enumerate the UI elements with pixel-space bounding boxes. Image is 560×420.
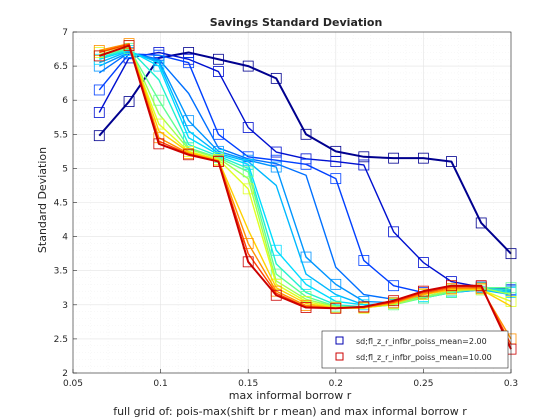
series-15-line bbox=[98, 44, 512, 350]
y-tick-label: 5.5 bbox=[54, 130, 68, 140]
x-tick-label: 0.3 bbox=[504, 379, 518, 389]
y-tick-label: 7 bbox=[62, 28, 68, 38]
series-1-line bbox=[98, 51, 512, 255]
y-tick-label: 4 bbox=[62, 233, 68, 243]
series-1-point bbox=[242, 60, 254, 72]
x-tick-label: 0.05 bbox=[63, 379, 83, 389]
y-tick-label: 5 bbox=[62, 164, 68, 174]
y-tick-label: 6.5 bbox=[54, 62, 68, 72]
series-layer bbox=[93, 38, 517, 355]
series-3-point bbox=[358, 255, 370, 266]
series-1-point bbox=[213, 53, 224, 65]
series-12 bbox=[99, 43, 512, 309]
legend-label-mean-10: sd;fl_z_r_infbr_poiss_mean=10.00 bbox=[356, 353, 492, 362]
series-3-point bbox=[93, 84, 105, 96]
y-tick-label: 2.5 bbox=[54, 335, 68, 345]
y-tick-label: 2 bbox=[62, 369, 68, 379]
series-2-point bbox=[417, 257, 429, 268]
legend: sd;fl_z_r_infbr_poiss_mean=2.00 sd;fl_z_… bbox=[321, 330, 509, 369]
y-tick-label: 3.5 bbox=[54, 267, 68, 277]
series-1-point bbox=[93, 130, 105, 142]
series-15-point bbox=[242, 256, 254, 268]
series-1-point bbox=[475, 217, 487, 229]
series-11-point bbox=[242, 183, 254, 195]
series-13-line bbox=[99, 42, 512, 340]
series-1-point bbox=[300, 128, 312, 140]
series-2-point bbox=[330, 156, 342, 167]
series-3-point bbox=[388, 280, 400, 292]
x-tick-label: 0.25 bbox=[413, 379, 433, 389]
tick-layer: 0.05 0.1 0.15 0.2 0.25 0.3 2 2.5 3 3.5 4 4.5 5 5.5 6 6.… bbox=[54, 28, 518, 389]
series-10-line bbox=[99, 46, 512, 309]
series-3-point bbox=[330, 173, 342, 185]
y-axis-label: Standard Deviation bbox=[36, 147, 49, 253]
legend-label-mean-2: sd;fl_z_r_infbr_poiss_mean=2.00 bbox=[356, 337, 487, 346]
series-2-point bbox=[388, 226, 400, 238]
y-tick-label: 4.5 bbox=[54, 199, 68, 209]
series-2-point bbox=[242, 122, 254, 133]
y-tick-label: 6 bbox=[62, 96, 68, 106]
series-1-point bbox=[123, 96, 135, 107]
series-15-point bbox=[123, 40, 135, 52]
series-11-point bbox=[270, 278, 282, 290]
x-axis-label: max informal borrow r bbox=[229, 389, 352, 402]
series-1-point bbox=[417, 152, 429, 164]
x-tick-label: 0.1 bbox=[153, 379, 167, 389]
series-15-point bbox=[446, 280, 457, 292]
series-2-point bbox=[93, 107, 105, 118]
series-15-point bbox=[183, 149, 195, 161]
series-7-point bbox=[153, 60, 165, 72]
legend-marker-mean-10 bbox=[335, 352, 344, 361]
series-15-point bbox=[213, 156, 224, 167]
series-15-point bbox=[475, 280, 487, 292]
series-1-point bbox=[446, 156, 457, 167]
series-3-point bbox=[213, 128, 224, 140]
series-7-point bbox=[270, 244, 282, 256]
series-15-point bbox=[330, 302, 342, 314]
x-tick-label: 0.2 bbox=[329, 379, 343, 389]
x-tick-label: 0.15 bbox=[238, 379, 258, 389]
series-10 bbox=[99, 46, 512, 309]
chart-title: Savings Standard Deviation bbox=[210, 16, 383, 29]
series-5-point bbox=[270, 161, 282, 173]
series-15-point bbox=[388, 295, 400, 307]
series-15-point bbox=[270, 289, 282, 301]
series-9-point bbox=[153, 94, 165, 106]
series-15 bbox=[93, 40, 517, 355]
series-2-point bbox=[270, 146, 282, 158]
series-3-point bbox=[183, 57, 195, 69]
series-2-line bbox=[98, 51, 512, 291]
series-15-point bbox=[358, 301, 370, 313]
series-7-point bbox=[300, 278, 312, 290]
series-15-point bbox=[300, 302, 312, 313]
legend-box bbox=[321, 330, 509, 369]
series-15-point bbox=[417, 285, 429, 297]
series-3-point bbox=[300, 158, 312, 170]
series-15-point bbox=[153, 138, 165, 150]
series-1-point bbox=[358, 151, 370, 163]
series-5-point bbox=[330, 278, 342, 290]
series-1-point bbox=[270, 72, 282, 84]
series-15-point bbox=[93, 50, 105, 62]
series-12-line bbox=[99, 43, 512, 309]
series-2-point bbox=[358, 159, 370, 171]
series-1-point bbox=[388, 152, 400, 164]
series-9-point bbox=[242, 166, 254, 178]
series-3-point bbox=[270, 154, 282, 166]
figure-caption: full grid of: pois-max(shift br r mean) … bbox=[113, 405, 467, 418]
y-tick-label: 3 bbox=[62, 301, 68, 311]
legend-marker-mean-2 bbox=[335, 336, 344, 345]
series-2-point bbox=[213, 66, 224, 77]
